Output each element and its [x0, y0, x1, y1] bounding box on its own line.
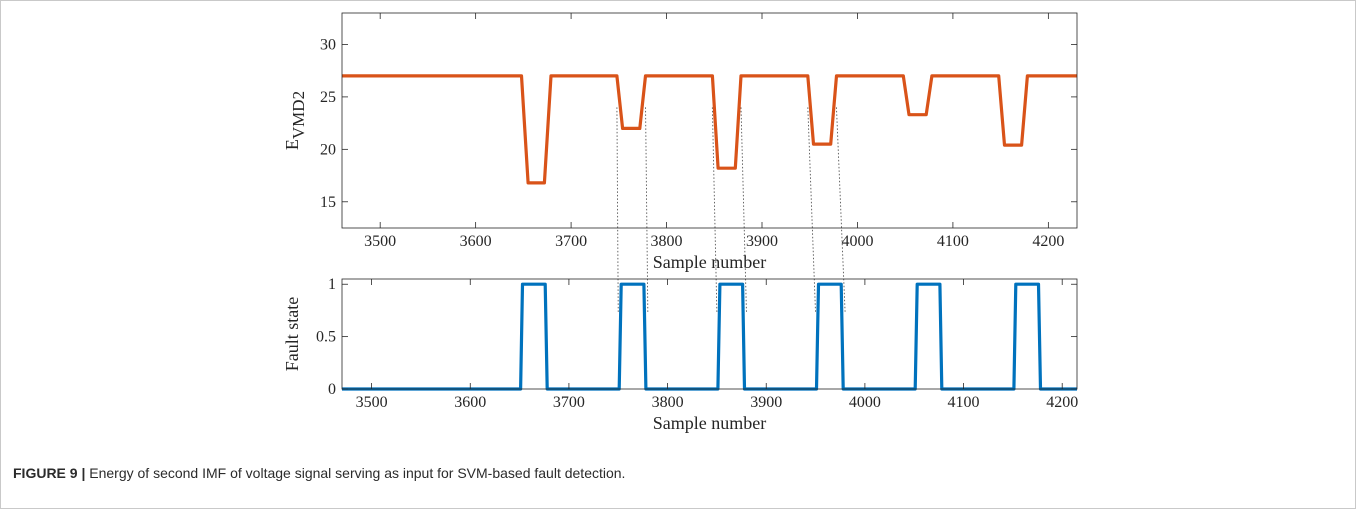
x-tick-label: 3700 — [553, 394, 585, 411]
x-tick-label: 3500 — [356, 394, 388, 411]
x-axis-label: Sample number — [653, 252, 766, 272]
caption-text: Energy of second IMF of voltage signal s… — [85, 465, 626, 481]
x-tick-label: 4200 — [1046, 394, 1078, 411]
plot-2-axes-box — [341, 278, 1078, 390]
x-tick-label: 4100 — [937, 233, 969, 250]
x-tick-label: 4000 — [841, 233, 873, 250]
x-tick-label: 3500 — [364, 233, 396, 250]
transition-guide-line — [645, 107, 649, 314]
x-tick-label: 3600 — [460, 233, 492, 250]
y-tick-label: 30 — [320, 36, 336, 53]
y-tick-label: 0 — [328, 381, 336, 398]
series-line-1-0 — [342, 74, 1077, 185]
x-tick-label: 3800 — [652, 394, 684, 411]
y-tick-label: 15 — [320, 194, 336, 211]
x-tick-label: 3900 — [746, 233, 778, 250]
y-axis-label: Fault state — [282, 297, 302, 372]
figure-svg: 3500 3600 3700 3800 3900 4000 4100 4200 15 20 25 30… — [282, 12, 1078, 433]
x-tick-label: 3800 — [651, 233, 683, 250]
transition-guide-line — [616, 107, 619, 314]
series-line-2-0 — [342, 282, 1077, 391]
y-tick-label: 1 — [328, 276, 336, 293]
x-tick-label: 4200 — [1032, 233, 1064, 250]
caption-label: FIGURE 9 | — [13, 465, 86, 481]
y-axis-label: EVMD2 — [282, 91, 308, 150]
x-axis-label: Sample number — [653, 413, 766, 433]
x-tick-label: 4000 — [849, 394, 881, 411]
x-tick-label: 3600 — [454, 394, 486, 411]
y-tick-label: 20 — [320, 141, 336, 158]
y-tick-label: 0.5 — [316, 329, 336, 346]
x-tick-label: 4100 — [948, 394, 980, 411]
figure-caption: FIGURE 9 | Energy of second IMF of volta… — [13, 465, 625, 481]
plot-1-axes-box — [341, 12, 1078, 229]
x-tick-label: 3700 — [555, 233, 587, 250]
y-axis-label-subscript: VMD2 — [289, 91, 308, 139]
x-tick-label: 3900 — [750, 394, 782, 411]
y-tick-label: 25 — [320, 89, 336, 106]
